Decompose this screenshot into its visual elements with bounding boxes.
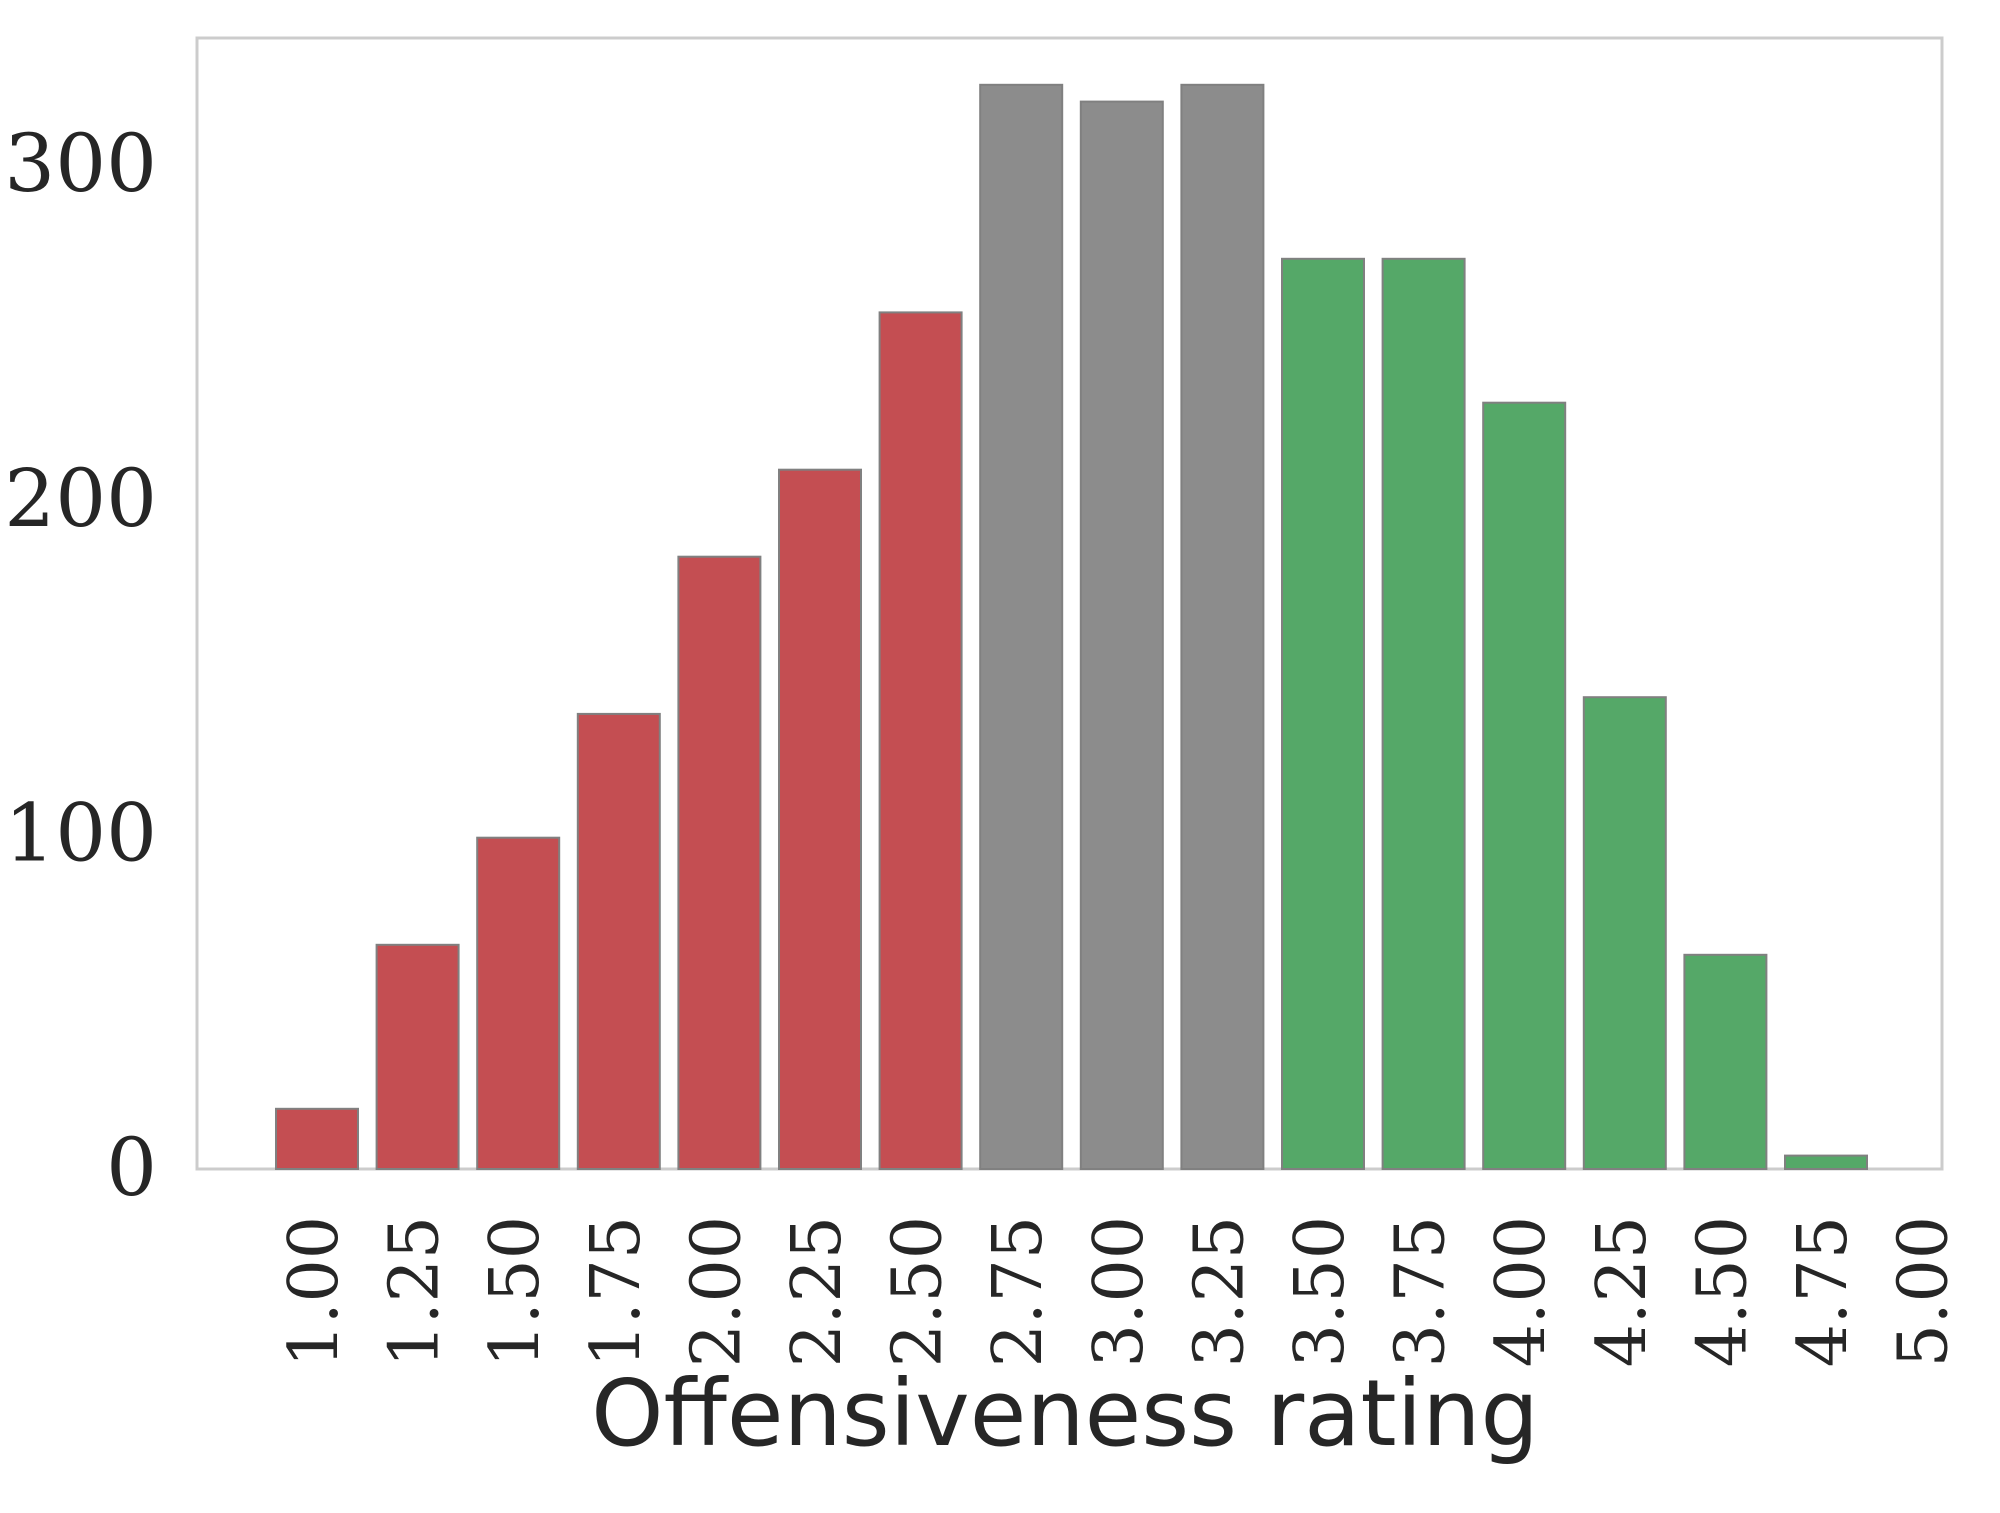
- bar-1.00: [275, 1107, 359, 1171]
- bar-2.00: [677, 555, 762, 1170]
- x-tick-label: 4.50: [1683, 1216, 1762, 1367]
- bar-3.75: [1381, 257, 1466, 1170]
- bar-3.00: [1079, 100, 1164, 1171]
- y-tick-label: 100: [4, 786, 157, 879]
- x-tick-label: 5.00: [1885, 1216, 1964, 1367]
- x-tick-label: 2.00: [677, 1216, 756, 1367]
- x-tick-label: 2.75: [979, 1216, 1058, 1367]
- x-tick-label: 3.00: [1080, 1216, 1159, 1367]
- bar-3.50: [1281, 257, 1365, 1170]
- x-tick-label: 4.75: [1784, 1216, 1863, 1367]
- y-tick-label: 0: [106, 1121, 157, 1214]
- x-tick-label: 3.50: [1281, 1216, 1360, 1367]
- x-tick-label: 1.75: [577, 1216, 656, 1367]
- y-tick-label: 300: [4, 117, 157, 210]
- x-tick-label: 4.25: [1583, 1216, 1662, 1367]
- bar-2.25: [778, 468, 862, 1170]
- x-tick-label: 1.50: [476, 1216, 555, 1367]
- x-tick-label: 2.25: [778, 1216, 857, 1367]
- x-tick-label: 3.75: [1382, 1216, 1461, 1367]
- x-tick-label: 3.25: [1180, 1216, 1259, 1367]
- bar-4.25: [1582, 696, 1667, 1170]
- x-axis-label: Offensiveness rating: [591, 1360, 1539, 1467]
- y-axis-ticks: 0 100 200 300: [4, 117, 157, 1214]
- x-tick-label: 1.25: [376, 1216, 455, 1367]
- bar-1.75: [576, 712, 661, 1171]
- x-tick-label: 4.00: [1482, 1216, 1561, 1367]
- bar-2.50: [878, 311, 963, 1170]
- bar-3.25: [1180, 83, 1265, 1170]
- bars: [275, 83, 1868, 1171]
- bar-1.25: [375, 943, 460, 1170]
- x-tick-label: 1.00: [275, 1216, 354, 1367]
- bar-2.75: [979, 83, 1064, 1170]
- y-tick-label: 200: [4, 452, 157, 545]
- x-tick-label: 2.50: [879, 1216, 958, 1367]
- bar-4.75: [1784, 1154, 1868, 1170]
- x-axis-ticks: 1.00 1.25 1.50 1.75 2.00 2.25 2.50 2.75 3.00 3.25…: [275, 1216, 1964, 1367]
- bar-4.50: [1683, 953, 1768, 1170]
- bar-1.50: [476, 836, 561, 1170]
- bar-4.00: [1482, 401, 1567, 1170]
